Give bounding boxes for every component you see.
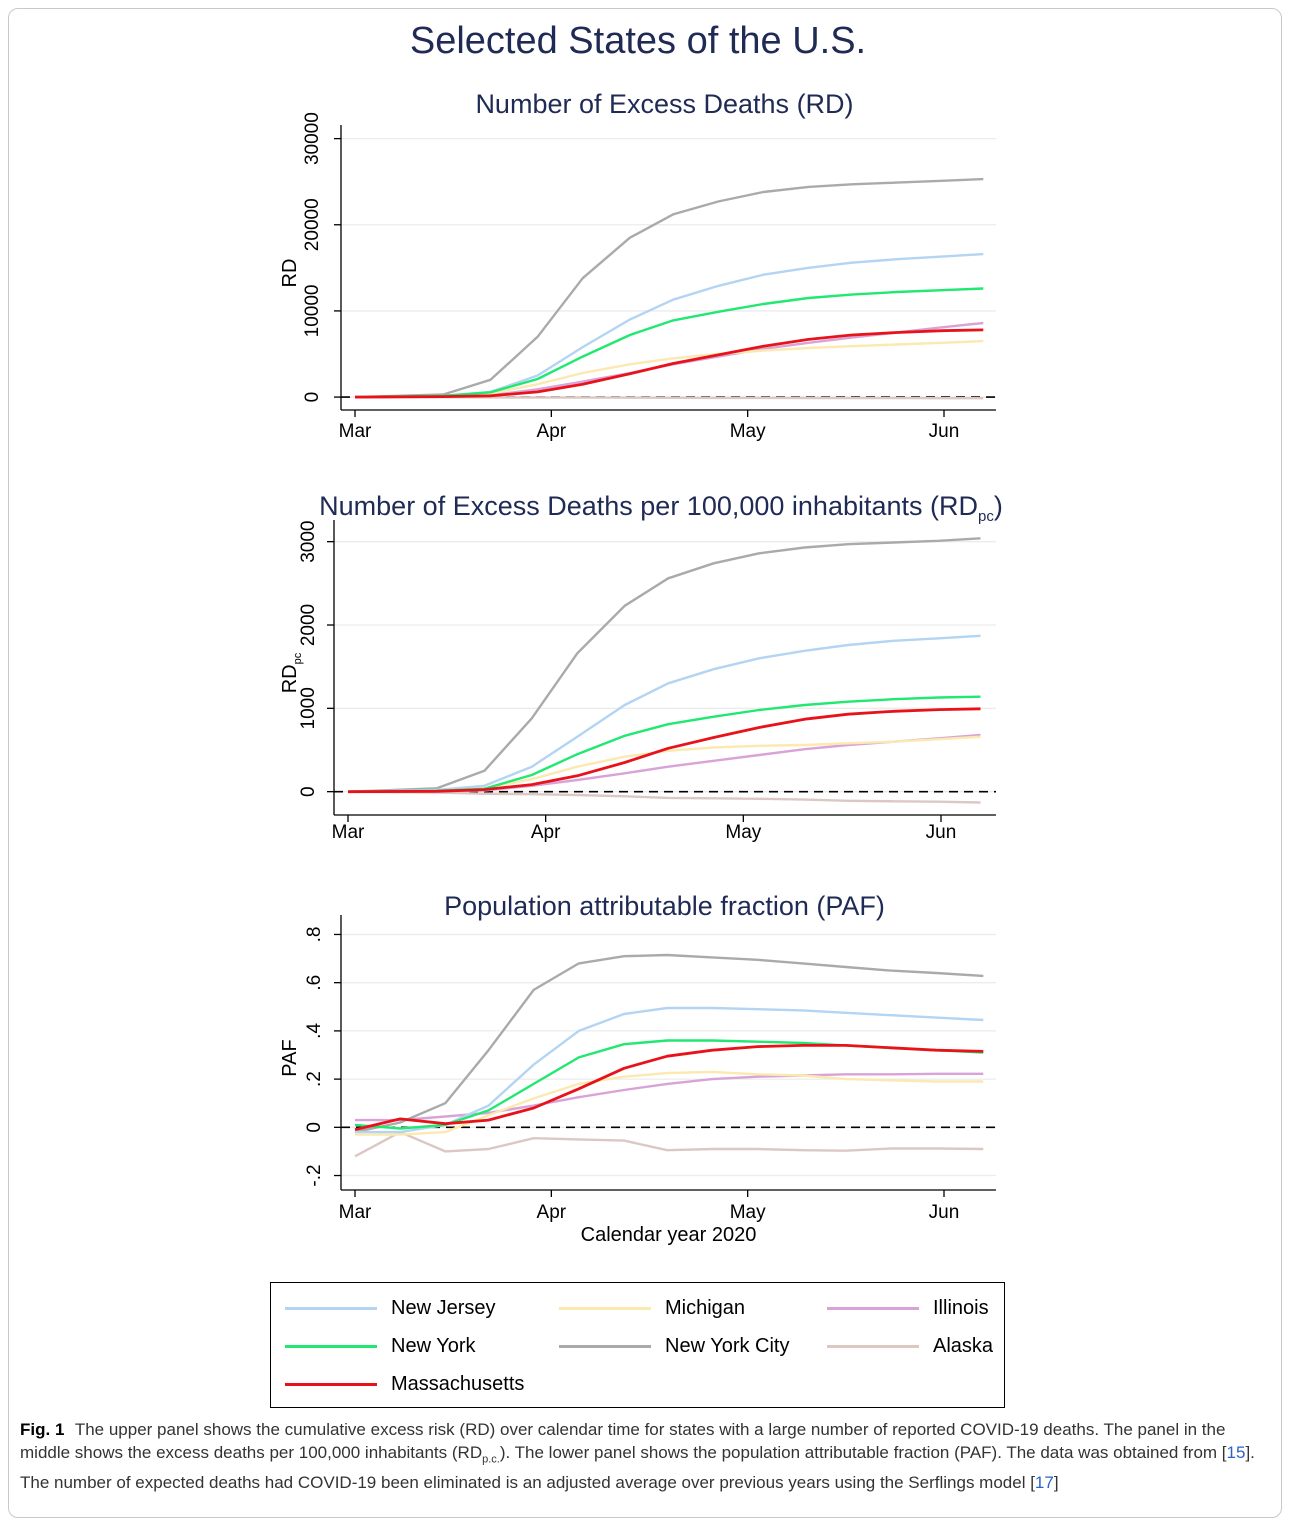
y-axis-label: PAF <box>279 1039 301 1076</box>
caption-label: Fig. 1 <box>20 1420 65 1439</box>
x-tick-label: Mar <box>332 822 365 843</box>
legend-label: Illinois <box>933 1296 989 1319</box>
panel-title: Number of Excess Deaths (RD) <box>475 89 853 119</box>
legend-item-new-york-city: New York City <box>559 1333 790 1359</box>
series-line-massachusetts <box>354 328 984 399</box>
legend-item-illinois: Illinois <box>827 1295 989 1321</box>
x-tick-label: Mar <box>339 1202 372 1223</box>
x-tick-label: Jun <box>929 1202 960 1223</box>
series-line-illinois <box>347 733 981 793</box>
series-line-new-jersey <box>354 252 984 399</box>
panel-title: Population attributable fraction (PAF) <box>444 891 885 921</box>
legend-swatch <box>285 1382 377 1386</box>
figure-caption: Fig. 1 The upper panel shows the cumulat… <box>20 1418 1270 1494</box>
x-tick-label: May <box>730 421 766 442</box>
y-tick-label: 20000 <box>302 198 323 251</box>
x-tick-label: Jun <box>926 822 957 843</box>
caption-ref-15[interactable]: 15 <box>1226 1443 1246 1462</box>
legend-item-michigan: Michigan <box>559 1295 745 1321</box>
y-tick-label: 0 <box>302 392 323 403</box>
x-tick-label: Apr <box>537 421 567 442</box>
y-axis-label: RD <box>279 259 301 288</box>
legend-item-new-jersey: New Jersey <box>285 1295 495 1321</box>
caption-text-4: ] <box>1053 1473 1059 1493</box>
caption-ref-17[interactable]: 17 <box>1034 1473 1054 1493</box>
series-line-michigan <box>354 339 984 399</box>
panel-title: Number of Excess Deaths per 100,000 inha… <box>319 491 1003 525</box>
legend-item-massachusetts: Massachusetts <box>285 1371 524 1397</box>
legend-swatch <box>559 1344 651 1348</box>
series-line-new-york <box>354 287 984 399</box>
y-tick-label: .8 <box>304 927 325 943</box>
series-line-new-york <box>347 695 981 793</box>
legend-label: Alaska <box>933 1334 994 1357</box>
series-line-massachusetts <box>354 1044 984 1132</box>
y-tick-label: 3000 <box>298 521 319 563</box>
caption-text-3: ]. The number of expected deaths had COV… <box>20 1443 1255 1493</box>
figure-svg: Selected States of the U.S. Number of Ex… <box>279 20 1003 1246</box>
y-axis-label: RDpc <box>279 652 304 693</box>
legend-swatch <box>285 1344 377 1348</box>
x-tick-label: May <box>725 822 761 843</box>
x-tick-label: Mar <box>339 421 372 442</box>
caption-text-2: ). The lower panel shows the population … <box>499 1443 1227 1462</box>
series-line-illinois <box>355 1072 984 1122</box>
y-tick-label: 2000 <box>298 604 319 646</box>
x-tick-label: Jun <box>929 421 960 442</box>
legend: New Jersey Michigan Illinois New York New Yo… <box>270 1282 1005 1408</box>
figure-frame <box>8 8 1282 1518</box>
series-line-new-york-city <box>354 177 984 399</box>
x-axis-label: Calendar year 2020 <box>581 1224 757 1246</box>
figure-title: Selected States of the U.S. <box>410 20 866 62</box>
legend-swatch <box>827 1344 919 1348</box>
series-line-massachusetts <box>347 707 981 794</box>
series-line-alaska <box>354 1130 984 1158</box>
legend-label: New York City <box>665 1334 790 1357</box>
series-line-new-jersey <box>355 1006 984 1134</box>
y-tick-label: .2 <box>304 1071 325 1087</box>
panel-title-end: ) <box>994 491 1003 521</box>
legend-label: New York <box>391 1334 476 1357</box>
chart-panel-2: Number of Excess Deaths per 100,000 inha… <box>279 491 1003 843</box>
x-tick-label: May <box>730 1202 766 1223</box>
y-tick-label: 0 <box>298 786 319 797</box>
x-tick-label: Apr <box>537 1202 567 1223</box>
y-tick-label: 10000 <box>302 285 323 338</box>
y-tick-label: .6 <box>304 975 325 991</box>
y-tick-label: 30000 <box>302 112 323 165</box>
caption-text-1: The upper panel shows the cumulative exc… <box>20 1420 1226 1462</box>
y-tick-label: -.2 <box>304 1164 325 1186</box>
legend-label: Michigan <box>665 1296 746 1319</box>
legend-label: New Jersey <box>391 1296 496 1319</box>
chart-panel-1: Number of Excess Deaths (RD) 0 10000 20000 3… <box>279 89 996 442</box>
legend-item-alaska: Alaska <box>827 1333 993 1359</box>
legend-label: Massachusetts <box>391 1372 525 1395</box>
series-line-new-york-city <box>354 953 984 1134</box>
y-axis-label-sub: pc <box>292 652 304 664</box>
legend-item-new-york: New York <box>285 1333 476 1359</box>
y-tick-label: .4 <box>304 1023 325 1039</box>
panel-title-sub: pc <box>978 508 994 525</box>
series-line-michigan <box>355 1070 984 1136</box>
legend-swatch <box>559 1306 651 1310</box>
y-tick-label: 0 <box>304 1122 325 1133</box>
series-line-alaska <box>347 790 981 804</box>
series-line-new-jersey <box>347 634 981 793</box>
legend-swatch <box>285 1306 377 1310</box>
series-line-alaska <box>354 395 984 400</box>
series-line-michigan <box>347 735 981 793</box>
legend-swatch <box>827 1306 919 1310</box>
x-tick-label: Apr <box>531 822 561 843</box>
chart-panel-3: Population attributable fraction (PAF) -.… <box>279 891 996 1246</box>
y-tick-label: 1000 <box>298 687 319 729</box>
chart-panels: Number of Excess Deaths (RD)010000200003… <box>279 89 1003 1246</box>
series-line-new-york-city <box>347 537 981 793</box>
caption-sub: p.c. <box>482 1453 500 1466</box>
